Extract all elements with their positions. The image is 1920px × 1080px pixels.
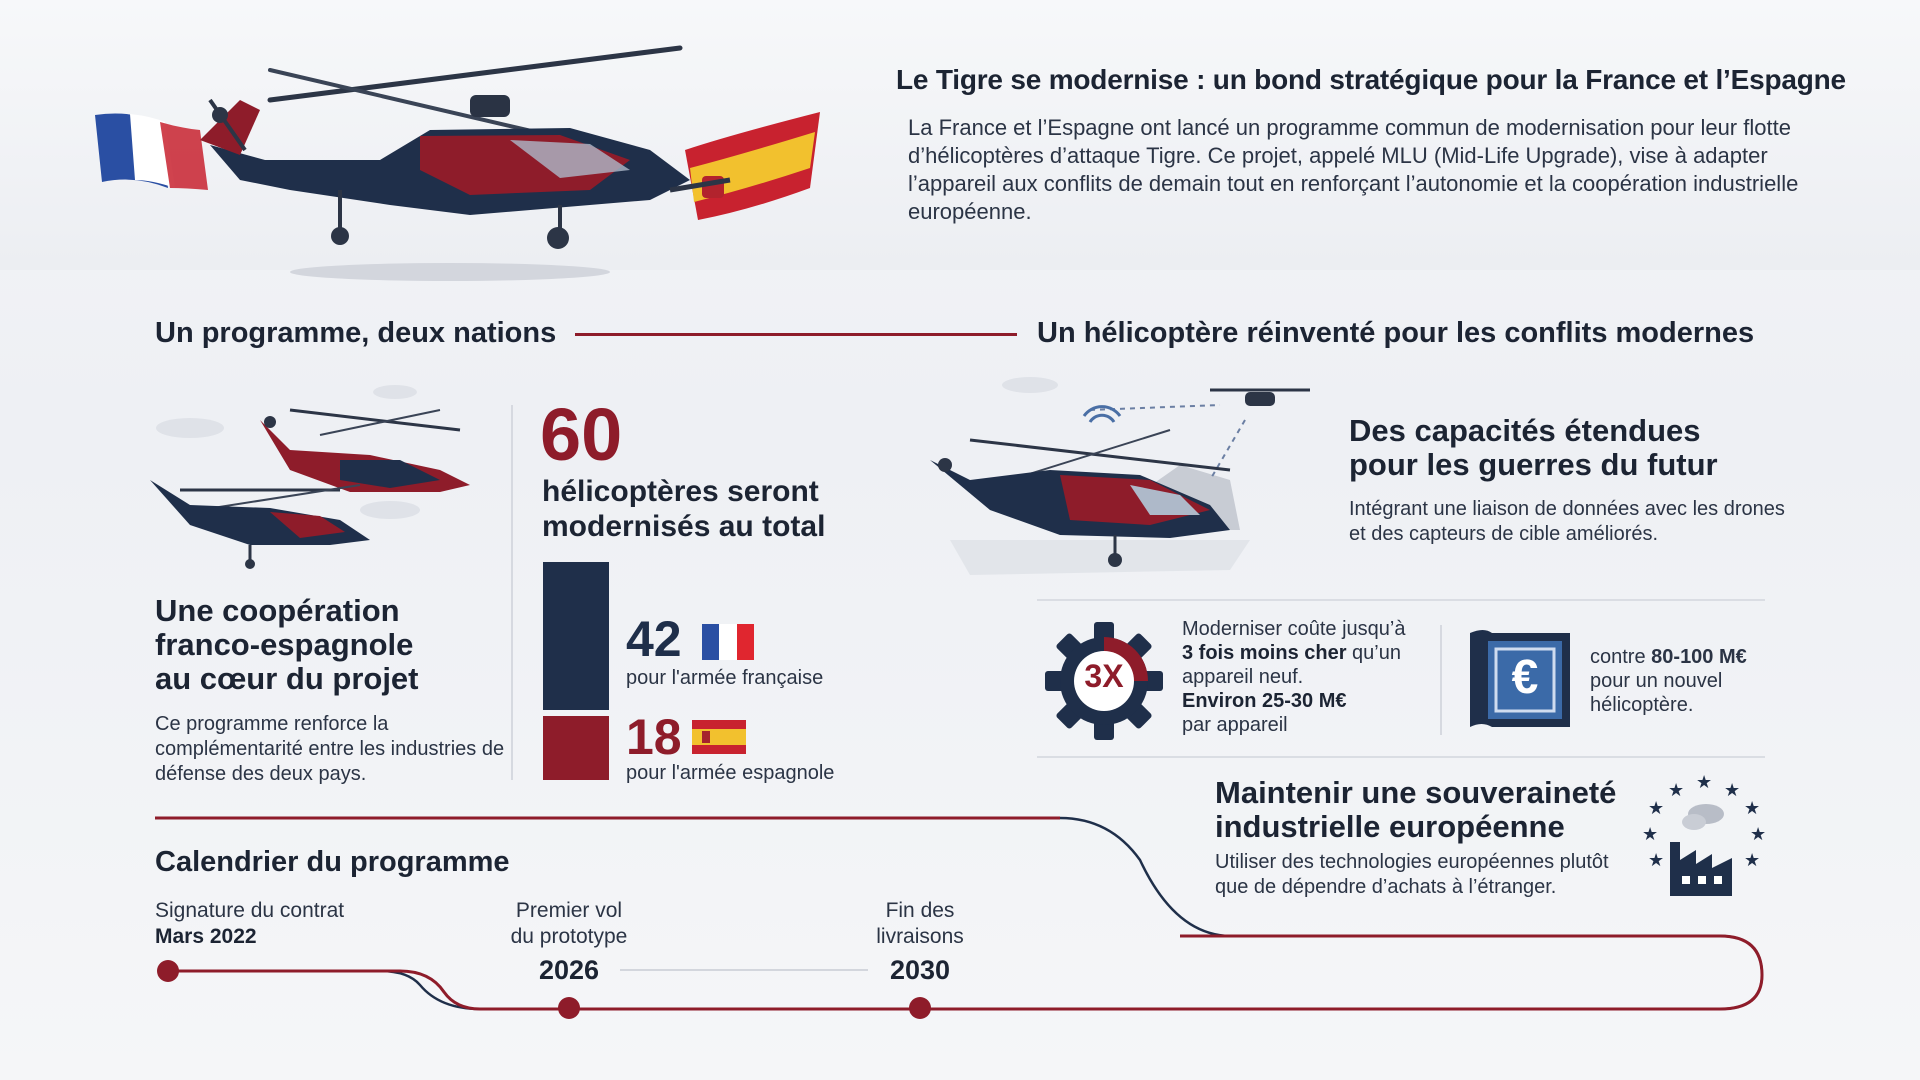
france-flag-icon <box>702 624 754 660</box>
event-label: Signature du contrat <box>155 899 345 922</box>
vertical-divider <box>511 405 513 780</box>
svg-text:★: ★ <box>1696 772 1712 793</box>
capabilities-title-line: pour les guerres du futur <box>1349 447 1718 482</box>
heading-divider <box>575 333 1017 336</box>
left-section-heading: Un programme, deux nations <box>155 317 557 349</box>
cost-text: Moderniser coûte jusqu’à 3 fois moins ch… <box>1182 617 1432 737</box>
sovereignty-title-line: industrielle européenne <box>1215 809 1565 844</box>
cost-bold: Environ 25-30 M€ <box>1182 690 1347 712</box>
euro-document-icon <box>1470 630 1570 727</box>
timeline-dot <box>157 960 179 982</box>
svg-text:★: ★ <box>1648 798 1664 819</box>
event-signature: Signature du contrat Mars 2022 <box>155 898 344 950</box>
drone-link-illustration <box>930 377 1310 575</box>
spain-label: pour l'armée espagnole <box>626 762 835 784</box>
coop-title-line: franco-espagnole <box>155 627 414 662</box>
event-date: 2026 <box>538 955 600 985</box>
page-title: Le Tigre se modernise : un bond stratégi… <box>896 64 1846 95</box>
svg-text:★: ★ <box>1642 824 1658 845</box>
svg-text:★: ★ <box>1668 780 1684 801</box>
cost2-bold: 80-100 M€ <box>1651 646 1747 668</box>
capabilities-text: Intégrant une liaison de données avec le… <box>1349 498 1785 545</box>
total-number: 60 <box>540 393 623 476</box>
cost-line: Moderniser coûte jusqu’à <box>1182 618 1406 640</box>
france-number: 42 <box>626 611 682 667</box>
euro-symbol: € <box>1511 651 1539 704</box>
total-subtitle-line: hélicoptères seront <box>542 475 819 508</box>
svg-text:★: ★ <box>1724 780 1740 801</box>
france-label: pour l'armée française <box>626 667 824 689</box>
spain-flag-icon <box>692 720 746 754</box>
header-band <box>0 0 1920 270</box>
right-section-heading: Un hélicoptère réinventé pour les confli… <box>1037 317 1755 349</box>
total-subtitle-line: modernisés au total <box>542 510 826 543</box>
sovereignty-title: Maintenir une souveraineté industrielle … <box>1215 776 1616 844</box>
svg-text:★: ★ <box>1744 850 1760 871</box>
capabilities-title-line: Des capacités étendues <box>1349 413 1701 448</box>
cost2-pre: contre <box>1590 646 1652 668</box>
helicopter-hero-illustration <box>95 45 820 281</box>
timeline-dot <box>558 997 580 1019</box>
coop-title-line: au cœur du projet <box>155 661 419 696</box>
event-date: 2030 <box>889 955 951 985</box>
event-deliveries: Fin des livraisons <box>840 898 1000 950</box>
spain-number: 18 <box>626 709 682 765</box>
svg-text:★: ★ <box>1648 850 1664 871</box>
event-label: livraisons <box>876 925 964 948</box>
eu-stars-factory-icon: ★ ★ ★ ★ ★ ★ ★ ★ ★ <box>1642 772 1766 896</box>
calendar-title: Calendrier du programme <box>155 846 510 878</box>
spain-bar <box>543 716 609 780</box>
france-bar <box>543 562 609 710</box>
event-label: Premier vol <box>515 899 623 922</box>
capabilities-title: Des capacités étendues pour les guerres … <box>1349 414 1718 482</box>
timeline-dot <box>909 997 931 1019</box>
event-date: Mars 2022 <box>155 925 257 948</box>
vertical-divider <box>1440 625 1442 735</box>
gear-label: 3X <box>1084 658 1124 694</box>
helicopters-pair-illustration <box>150 385 470 569</box>
coop-title-line: Une coopération <box>155 593 400 628</box>
event-label: Fin des <box>885 899 955 922</box>
cost-bold: 3 fois moins cher <box>1182 642 1347 664</box>
new-heli-cost: contre 80-100 M€ pour un nouvel hélicopt… <box>1590 645 1790 717</box>
cost-line: par appareil <box>1182 714 1288 736</box>
coop-title: Une coopération franco-espagnole au cœur… <box>155 594 419 696</box>
sovereignty-text: Utiliser des technologies européennes pl… <box>1215 851 1609 898</box>
svg-text:★: ★ <box>1750 824 1766 845</box>
intro-text: La France et l’Espagne ont lancé un prog… <box>908 115 1799 224</box>
coop-text: Ce programme renforce la complémentarité… <box>155 713 505 785</box>
event-first-flight: Premier vol du prototype <box>489 898 649 950</box>
total-subtitle: hélicoptères seront modernisés au total <box>542 474 825 544</box>
gear-icon <box>1045 622 1163 740</box>
cost-line: qu’un appareil neuf. <box>1182 642 1401 688</box>
horizontal-divider <box>1037 756 1765 758</box>
event-label: du prototype <box>510 925 628 948</box>
svg-text:★: ★ <box>1744 798 1760 819</box>
sovereignty-title-line: Maintenir une souveraineté <box>1215 775 1617 810</box>
cost2-post: pour un nouvel hélicoptère. <box>1590 670 1723 716</box>
horizontal-divider <box>1037 599 1765 601</box>
